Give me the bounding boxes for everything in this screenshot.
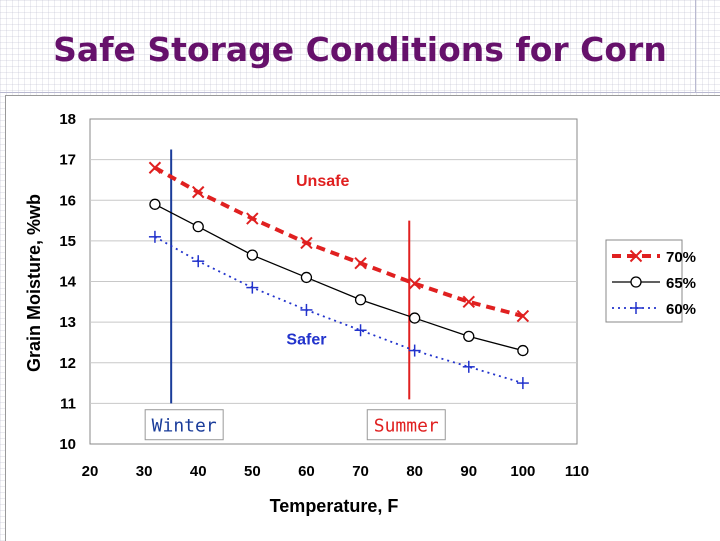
x-tick-labels: 20 30 40 50 60 70 80 90 100 110 <box>82 463 589 480</box>
reference-label-box <box>144 409 224 441</box>
data-point <box>354 294 367 306</box>
x-tick-label: 50 <box>244 463 261 480</box>
series-line <box>153 166 524 318</box>
legend-label: 70% <box>666 249 696 266</box>
data-point <box>516 309 530 323</box>
x-tick-label: 90 <box>460 463 477 480</box>
data-point <box>148 161 162 174</box>
legend-marker <box>629 249 643 263</box>
x-tick-label: 80 <box>406 463 423 480</box>
reference-label-box <box>366 409 446 441</box>
series-group <box>148 161 530 390</box>
y-tick-label: 15 <box>59 233 76 250</box>
x-tick-label: 30 <box>136 463 153 480</box>
data-point <box>246 249 258 261</box>
legend-label: 65% <box>666 275 696 292</box>
y-tick-label: 14 <box>59 274 76 291</box>
y-tick-label: 16 <box>59 192 76 209</box>
y-tick-label: 18 <box>59 111 76 128</box>
x-tick-label: 70 <box>352 463 369 480</box>
legend-label: 60% <box>666 301 696 318</box>
data-point <box>192 185 205 199</box>
divider-line-vertical <box>695 0 696 92</box>
data-point <box>462 295 475 309</box>
legend-marker <box>630 276 642 288</box>
data-point <box>149 198 161 210</box>
divider-line <box>0 92 720 93</box>
annotation-unsafe: Unsafe <box>296 173 349 190</box>
reference-label-winter: Winter <box>152 416 217 437</box>
series-line <box>154 236 524 384</box>
series-65-pct <box>149 198 529 357</box>
x-tick-label: 20 <box>82 463 99 480</box>
x-tick-label: 110 <box>565 463 589 480</box>
y-tick-labels: 10 11 12 13 14 15 16 17 18 <box>59 111 76 453</box>
annotation-safer: Safer <box>286 331 326 348</box>
data-point <box>192 221 204 233</box>
series-60-pct <box>148 230 529 390</box>
series-70-pct <box>148 161 530 323</box>
data-point <box>300 236 313 250</box>
y-tick-label: 10 <box>59 436 76 453</box>
y-tick-label: 17 <box>59 152 76 169</box>
series-line <box>154 203 524 352</box>
data-point <box>517 344 529 357</box>
y-tick-label: 13 <box>59 314 76 331</box>
data-point <box>354 257 367 270</box>
legend: 70% 65% 60% <box>605 239 696 323</box>
y-tick-label: 11 <box>60 395 76 412</box>
annotations: Unsafe Safer <box>286 173 349 348</box>
x-tick-label: 40 <box>190 463 207 480</box>
data-point <box>463 330 475 342</box>
y-tick-label: 12 <box>59 355 76 372</box>
x-tick-label: 60 <box>298 463 315 480</box>
y-axis-title: Grain Moisture, %wb <box>24 194 44 372</box>
data-point <box>409 312 421 324</box>
reference-label-summer: Summer <box>374 416 439 437</box>
slide-title: Safe Storage Conditions for Corn <box>53 30 667 69</box>
data-point <box>246 212 259 225</box>
reference-lines: Winter Summer <box>144 149 446 441</box>
data-point <box>300 271 313 284</box>
x-tick-label: 100 <box>510 463 535 480</box>
x-axis-title: Temperature, F <box>270 496 399 516</box>
data-point <box>408 277 421 290</box>
